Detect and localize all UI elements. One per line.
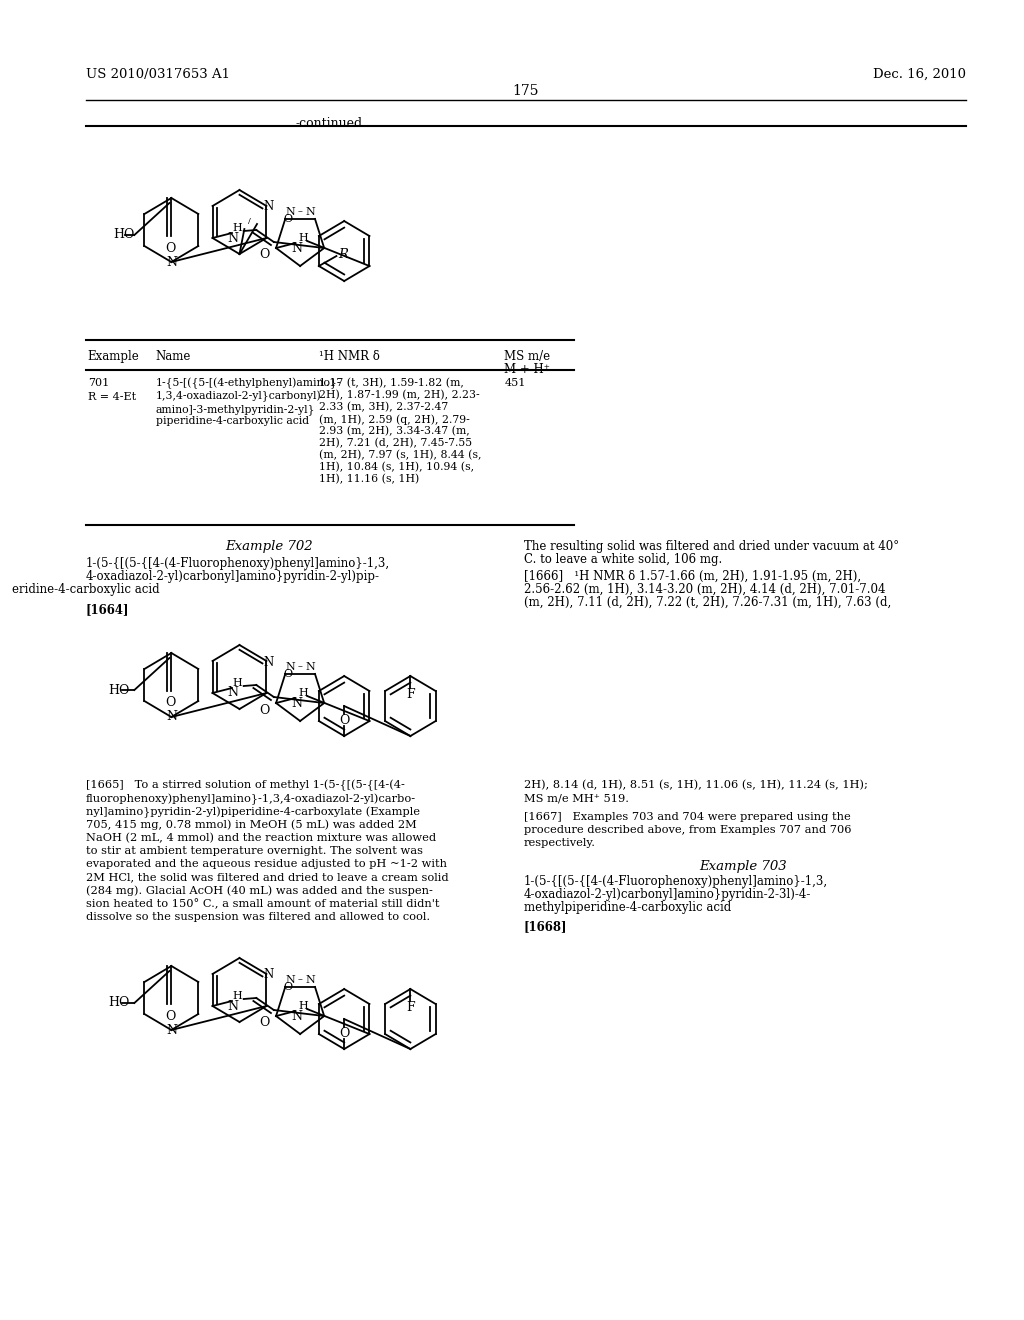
Text: N: N	[166, 710, 177, 723]
Text: O: O	[284, 982, 293, 991]
Text: 4-oxadiazol-2-yl)carbonyl]amino}pyridin-2-3l)-4-: 4-oxadiazol-2-yl)carbonyl]amino}pyridin-…	[523, 888, 811, 902]
Text: O: O	[259, 1016, 269, 1030]
Text: [1664]: [1664]	[86, 603, 129, 616]
Text: O: O	[165, 1010, 175, 1023]
Text: Example 703: Example 703	[699, 861, 786, 873]
Text: [1666]   ¹H NMR δ 1.57-1.66 (m, 2H), 1.91-1.95 (m, 2H),: [1666] ¹H NMR δ 1.57-1.66 (m, 2H), 1.91-…	[523, 570, 861, 583]
Text: to stir at ambient temperature overnight. The solvent was: to stir at ambient temperature overnight…	[86, 846, 423, 855]
Text: O: O	[259, 248, 269, 261]
Text: H: H	[298, 1001, 308, 1011]
Text: N: N	[305, 207, 314, 216]
Text: M + H⁺: M + H⁺	[504, 363, 550, 376]
Text: [1667]   Examples 703 and 704 were prepared using the: [1667] Examples 703 and 704 were prepare…	[523, 812, 851, 822]
Text: H: H	[298, 234, 308, 243]
Text: O: O	[284, 669, 293, 678]
Text: nyl]amino}pyridin-2-yl)piperidine-4-carboxylate (Example: nyl]amino}pyridin-2-yl)piperidine-4-carb…	[86, 807, 420, 818]
Text: N: N	[227, 231, 239, 244]
Text: 1-(5-{[(5-{[4-(4-Fluorophenoxy)phenyl]amino}-1,3,: 1-(5-{[(5-{[4-(4-Fluorophenoxy)phenyl]am…	[86, 557, 390, 570]
Text: –: –	[298, 975, 302, 985]
Text: 2H), 8.14 (d, 1H), 8.51 (s, 1H), 11.06 (s, 1H), 11.24 (s, 1H);: 2H), 8.14 (d, 1H), 8.51 (s, 1H), 11.06 (…	[523, 780, 867, 791]
Text: NaOH (2 mL, 4 mmol) and the reaction mixture was allowed: NaOH (2 mL, 4 mmol) and the reaction mix…	[86, 833, 436, 843]
Text: 175: 175	[512, 84, 539, 98]
Text: N: N	[166, 256, 177, 268]
Text: O: O	[284, 214, 293, 224]
Text: ¹H NMR δ: ¹H NMR δ	[319, 350, 380, 363]
Text: 705, 415 mg, 0.78 mmol) in MeOH (5 mL) was added 2M: 705, 415 mg, 0.78 mmol) in MeOH (5 mL) w…	[86, 820, 417, 830]
Text: [1665]   To a stirred solution of methyl 1-(5-{[(5-{[4-(4-: [1665] To a stirred solution of methyl 1…	[86, 780, 404, 792]
Text: (284 mg). Glacial AcOH (40 mL) was added and the suspen-: (284 mg). Glacial AcOH (40 mL) was added…	[86, 886, 432, 896]
Text: 451: 451	[504, 378, 525, 388]
Text: N: N	[291, 242, 302, 255]
Text: Example: Example	[88, 350, 139, 363]
Text: 2M HCl, the solid was filtered and dried to leave a cream solid: 2M HCl, the solid was filtered and dried…	[86, 873, 449, 882]
Text: Name: Name	[156, 350, 191, 363]
Text: fluorophenoxy)phenyl]amino}-1,3,4-oxadiazol-2-yl)carbo-: fluorophenoxy)phenyl]amino}-1,3,4-oxadia…	[86, 793, 416, 805]
Text: MS m/e MH⁺ 519.: MS m/e MH⁺ 519.	[523, 793, 629, 803]
Text: Dec. 16, 2010: Dec. 16, 2010	[872, 69, 966, 81]
Text: N: N	[291, 697, 302, 710]
Text: N: N	[286, 663, 295, 672]
Text: N: N	[291, 1010, 302, 1023]
Text: respectively.: respectively.	[523, 838, 596, 849]
Text: N: N	[286, 975, 295, 985]
Text: N: N	[263, 201, 273, 214]
Text: methylpiperidine-4-carboxylic acid: methylpiperidine-4-carboxylic acid	[523, 902, 731, 913]
Text: H: H	[298, 688, 308, 698]
Text: N: N	[286, 207, 295, 216]
Text: HO: HO	[109, 684, 129, 697]
Text: US 2010/0317653 A1: US 2010/0317653 A1	[86, 69, 229, 81]
Text: evaporated and the aqueous residue adjusted to pH ~1-2 with: evaporated and the aqueous residue adjus…	[86, 859, 446, 869]
Text: [1668]: [1668]	[523, 920, 567, 933]
Text: 1.17 (t, 3H), 1.59-1.82 (m,
2H), 1.87-1.99 (m, 2H), 2.23-
2.33 (m, 3H), 2.37-2.4: 1.17 (t, 3H), 1.59-1.82 (m, 2H), 1.87-1.…	[319, 378, 482, 484]
Text: 1-{5-[({5-[(4-ethylphenyl)amino}-
1,3,4-oxadiazol-2-yl}carbonyl)
amino]-3-methyl: 1-{5-[({5-[(4-ethylphenyl)amino}- 1,3,4-…	[156, 378, 341, 426]
Text: 2.56-2.62 (m, 1H), 3.14-3.20 (m, 2H), 4.14 (d, 2H), 7.01-7.04: 2.56-2.62 (m, 1H), 3.14-3.20 (m, 2H), 4.…	[523, 583, 885, 597]
Text: HO: HO	[109, 997, 129, 1010]
Text: N: N	[227, 686, 239, 700]
Text: R = 4-Et: R = 4-Et	[88, 392, 136, 403]
Text: -continued: -continued	[296, 117, 362, 129]
Text: 701: 701	[88, 378, 109, 388]
Text: N: N	[227, 999, 239, 1012]
Text: eridine-4-carboxylic acid: eridine-4-carboxylic acid	[12, 583, 160, 597]
Text: sion heated to 150° C., a small amount of material still didn't: sion heated to 150° C., a small amount o…	[86, 899, 439, 909]
Text: N: N	[305, 663, 314, 672]
Text: H: H	[232, 991, 242, 1001]
Text: H: H	[232, 678, 242, 688]
Text: F: F	[407, 1001, 415, 1014]
Text: O: O	[339, 714, 349, 726]
Text: dissolve so the suspension was filtered and allowed to cool.: dissolve so the suspension was filtered …	[86, 912, 430, 921]
Text: N: N	[166, 1023, 177, 1036]
Text: O: O	[165, 697, 175, 710]
Text: C. to leave a white solid, 106 mg.: C. to leave a white solid, 106 mg.	[523, 553, 722, 566]
Text: F: F	[407, 688, 415, 701]
Text: 4-oxadiazol-2-yl)carbonyl]amino}pyridin-2-yl)pip-: 4-oxadiazol-2-yl)carbonyl]amino}pyridin-…	[86, 570, 380, 583]
Text: Example 702: Example 702	[225, 540, 312, 553]
Text: N: N	[263, 656, 273, 668]
Text: (m, 2H), 7.11 (d, 2H), 7.22 (t, 2H), 7.26-7.31 (m, 1H), 7.63 (d,: (m, 2H), 7.11 (d, 2H), 7.22 (t, 2H), 7.2…	[523, 597, 891, 609]
Text: H: H	[232, 223, 242, 234]
Text: N: N	[263, 969, 273, 982]
Text: HO: HO	[113, 228, 134, 242]
Text: –: –	[298, 207, 302, 216]
Text: The resulting solid was filtered and dried under vacuum at 40°: The resulting solid was filtered and dri…	[523, 540, 899, 553]
Text: /: /	[248, 216, 251, 224]
Text: –: –	[298, 663, 302, 672]
Text: O: O	[259, 704, 269, 717]
Text: R: R	[338, 248, 348, 260]
Text: O: O	[339, 1027, 349, 1040]
Text: procedure described above, from Examples 707 and 706: procedure described above, from Examples…	[523, 825, 851, 836]
Text: MS m/e: MS m/e	[504, 350, 550, 363]
Text: 1-(5-{[(5-{[4-(4-Fluorophenoxy)phenyl]amino}-1,3,: 1-(5-{[(5-{[4-(4-Fluorophenoxy)phenyl]am…	[523, 875, 827, 888]
Text: N: N	[305, 975, 314, 985]
Text: O: O	[165, 242, 175, 255]
